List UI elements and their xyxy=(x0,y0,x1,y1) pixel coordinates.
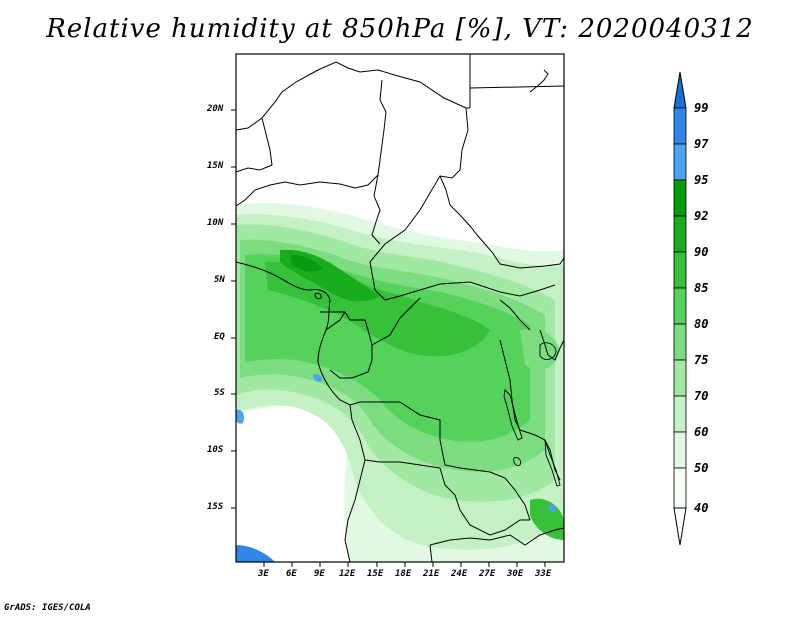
map-title: Relative humidity at 850hPa [%], VT: 202… xyxy=(46,14,754,44)
axis-ticks xyxy=(231,109,546,567)
lon-label-9e: 9E xyxy=(314,569,325,579)
colorbar-box-85 xyxy=(673,287,687,325)
lon-label-27e: 27E xyxy=(479,569,496,579)
lakes xyxy=(314,292,561,487)
lat-label-15n: 15N xyxy=(207,161,224,171)
colorbar-box-80 xyxy=(673,323,687,361)
lon-label-21e: 21E xyxy=(423,569,440,579)
lat-label-10n: 10N xyxy=(207,218,224,228)
colorbar-box-92 xyxy=(673,215,687,253)
colorbar-top-arrow xyxy=(673,71,687,109)
colorbar-label-99: 99 xyxy=(694,101,709,115)
colorbar-box-99 xyxy=(673,107,687,145)
lat-label-10s: 10S xyxy=(207,445,224,455)
colorbar-box-97 xyxy=(673,143,687,181)
credit-footer: GrADS: IGES/COLA xyxy=(4,603,91,613)
lon-label-18e: 18E xyxy=(395,569,412,579)
colorbar-bottom-arrow xyxy=(673,507,687,546)
map-frame xyxy=(235,53,565,563)
colorbar-label-40: 40 xyxy=(694,501,709,515)
colorbar-box-75 xyxy=(673,359,687,397)
colorbar xyxy=(673,71,687,546)
humidity-field xyxy=(236,54,564,562)
colorbar-label-95: 95 xyxy=(694,173,709,187)
colorbar-label-90: 90 xyxy=(694,245,709,259)
lon-label-24e: 24E xyxy=(451,569,468,579)
colorbar-box-50 xyxy=(673,467,687,509)
lon-label-33e: 33E xyxy=(535,569,552,579)
colorbar-label-80: 80 xyxy=(694,317,709,331)
colorbar-label-75: 75 xyxy=(694,353,709,367)
lon-label-30e: 30E xyxy=(507,569,524,579)
colorbar-label-60: 60 xyxy=(694,425,709,439)
colorbar-label-85: 85 xyxy=(694,281,709,295)
lat-label-eq: EQ xyxy=(214,332,225,342)
colorbar-label-97: 97 xyxy=(694,137,709,151)
colorbar-box-60 xyxy=(673,431,687,469)
lon-label-12e: 12E xyxy=(339,569,356,579)
lat-label-5n: 5N xyxy=(214,275,225,285)
colorbar-label-92: 92 xyxy=(694,209,709,223)
colorbar-box-90 xyxy=(673,251,687,289)
colorbar-box-70 xyxy=(673,395,687,433)
lat-label-20n: 20N xyxy=(207,104,224,114)
colorbar-box-95 xyxy=(673,179,687,217)
lat-label-15s: 15S xyxy=(207,502,224,512)
lon-label-6e: 6E xyxy=(286,569,297,579)
colorbar-label-50: 50 xyxy=(694,461,709,475)
lon-label-3e: 3E xyxy=(258,569,269,579)
lon-label-15e: 15E xyxy=(367,569,384,579)
lat-label-5s: 5S xyxy=(214,388,225,398)
colorbar-label-70: 70 xyxy=(694,389,709,403)
country-borders xyxy=(235,54,565,563)
